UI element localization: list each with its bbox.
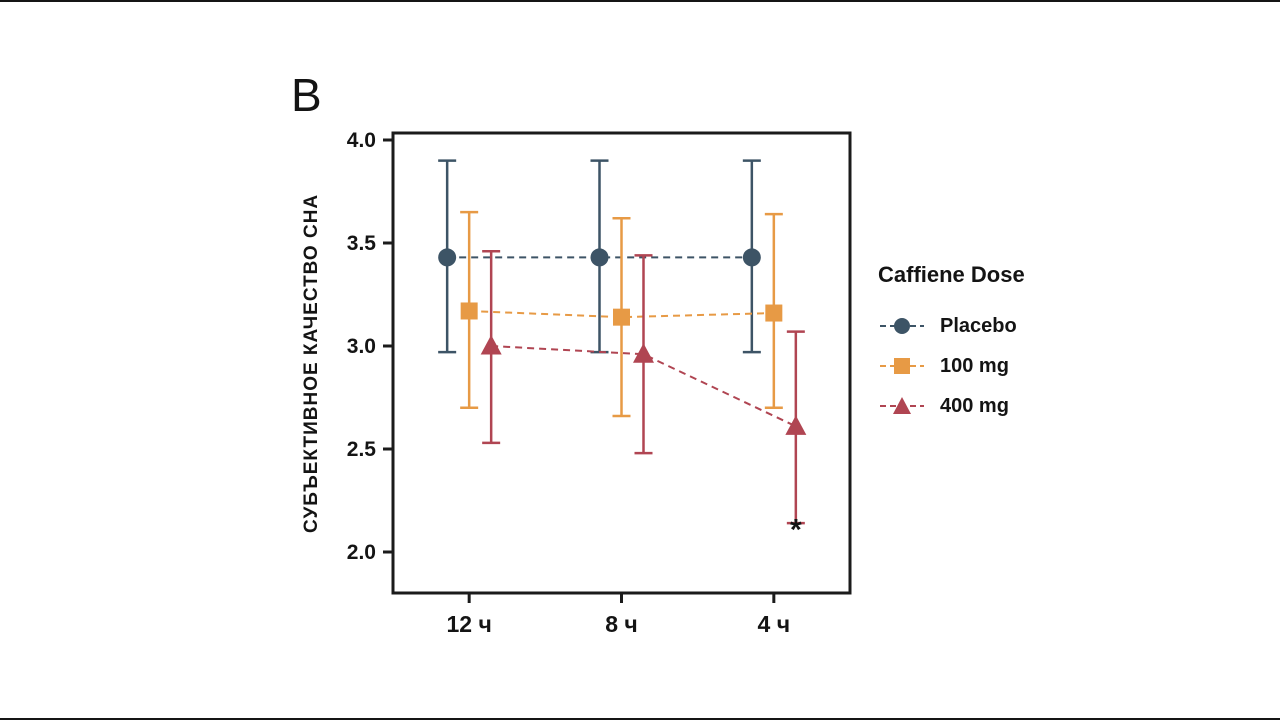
- legend-entry-400mg: 400 mg: [878, 386, 1025, 426]
- y-tick-label: 3.5: [347, 232, 377, 255]
- data-point-circle: [590, 248, 609, 267]
- data-point-triangle: [633, 343, 654, 363]
- legend-label: 100 mg: [940, 354, 1009, 377]
- y-tick-label: 4.0: [347, 129, 376, 152]
- data-point-square: [765, 304, 783, 322]
- y-tick-label: 3.0: [347, 335, 376, 358]
- x-tick-label: 8 ч: [605, 611, 638, 637]
- y-tick-label: 2.0: [347, 541, 376, 564]
- top-letterbox-bar: [0, 0, 1280, 2]
- data-point-circle: [742, 248, 761, 267]
- bottom-letterbox-bar: [0, 718, 1280, 720]
- legend-label: Placebo: [940, 314, 1017, 337]
- series-line: [491, 345, 797, 428]
- legend-entry-100mg: 100 mg: [878, 346, 1025, 386]
- x-tick-label: 4 ч: [758, 611, 791, 637]
- significance-star: *: [790, 514, 802, 547]
- legend: Caffiene Dose Placebo 100 mg 400 mg: [878, 262, 1025, 426]
- legend-label: 400 mg: [940, 394, 1009, 417]
- data-point-circle: [438, 248, 457, 267]
- legend-entry-placebo: Placebo: [878, 306, 1025, 346]
- x-tick-label: 12 ч: [447, 611, 492, 637]
- 400mg-triangle-marker-icon: [880, 397, 924, 414]
- 100mg-square-marker-icon: [880, 358, 924, 374]
- y-tick-label: 2.5: [347, 438, 377, 461]
- series-line: [469, 309, 774, 319]
- data-point-square: [613, 308, 630, 326]
- legend-title: Caffiene Dose: [878, 262, 1025, 287]
- panel-label: B: [291, 69, 322, 121]
- data-point-triangle: [480, 335, 502, 355]
- data-point-square: [460, 302, 478, 320]
- data-point-triangle: [785, 415, 807, 435]
- placebo-circle-marker-icon: [880, 318, 924, 334]
